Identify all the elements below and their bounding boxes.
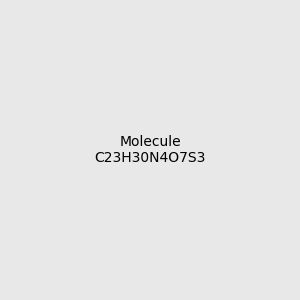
Text: Molecule
C23H30N4O7S3: Molecule C23H30N4O7S3 [94,135,206,165]
